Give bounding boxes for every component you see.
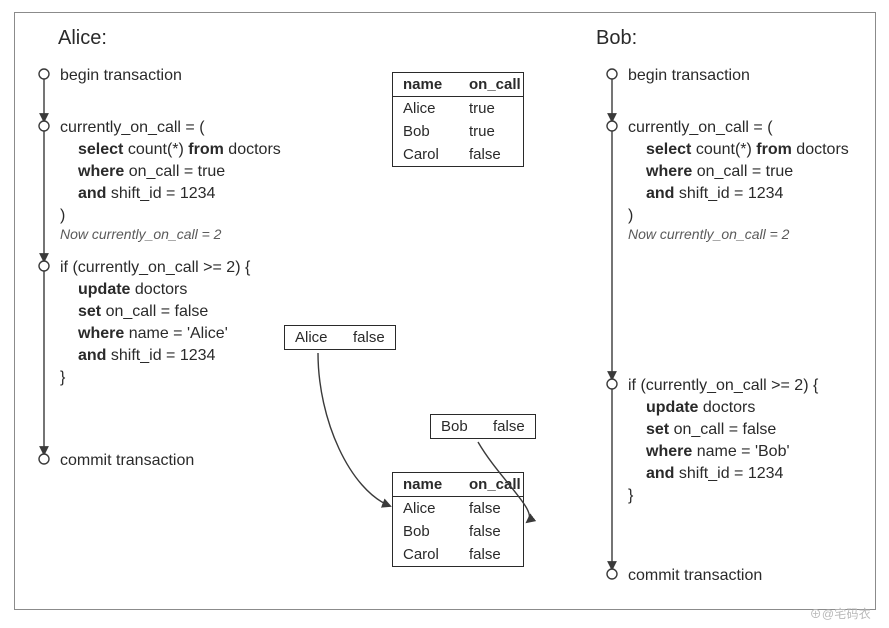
arrows-svg: [0, 0, 889, 628]
watermark: ⊕@宅码衣: [810, 605, 871, 622]
